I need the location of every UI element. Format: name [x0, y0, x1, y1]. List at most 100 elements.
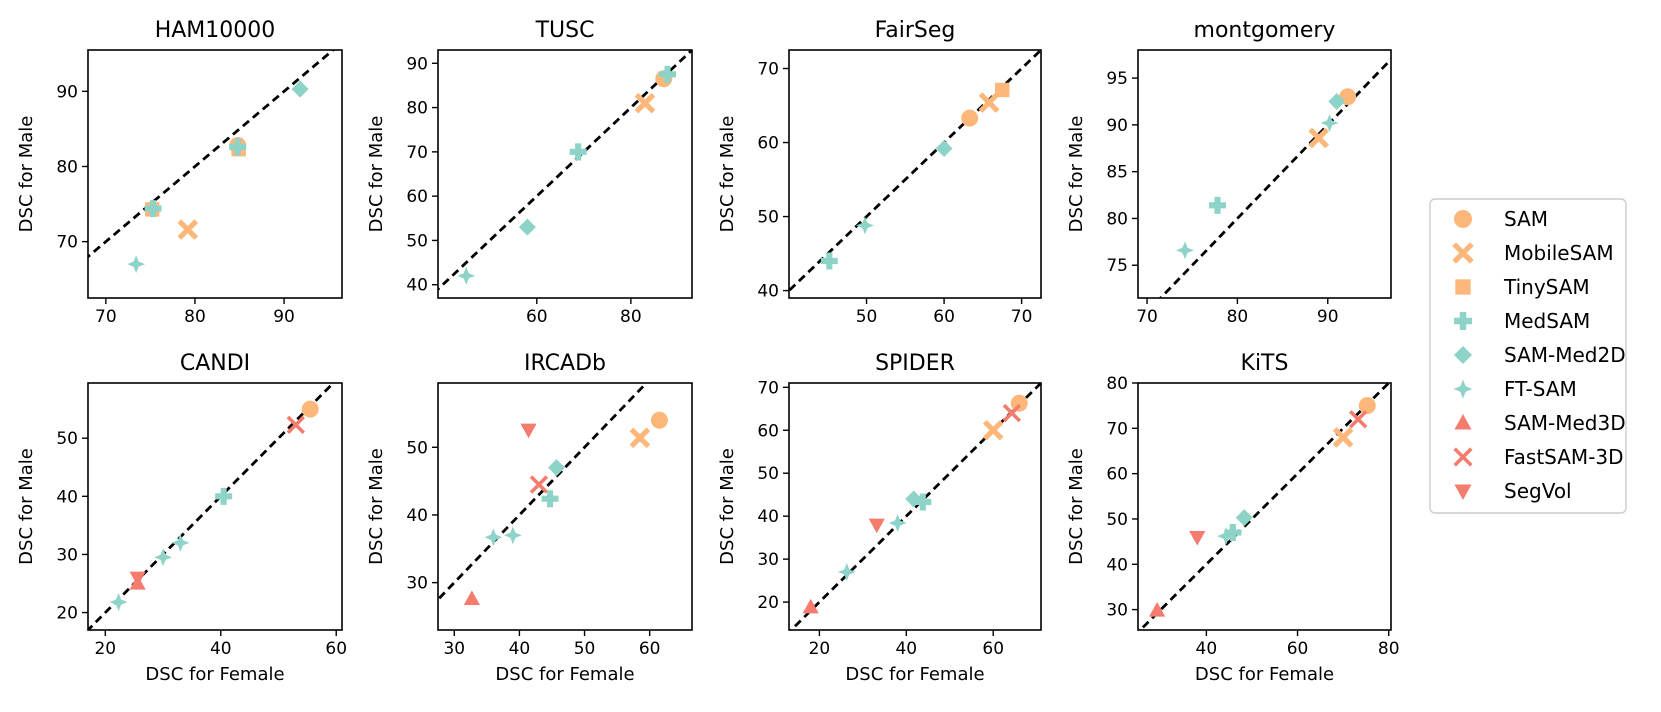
point-ham10000-ft-sam-5 [127, 255, 146, 274]
subplot-fairseg: 50 60 70 40 50 60 70 FairSeg DSC for Male [717, 18, 1042, 327]
x-tick-label-montgomery: 90 [1317, 307, 1339, 327]
axes-frame-candi [87, 382, 343, 631]
y-tick-label-tusc: 90 [406, 54, 428, 74]
y-axis-label-spider: DSC for Male [717, 448, 738, 565]
axes-frame-spider [788, 382, 1042, 631]
y-axis-label-candi: DSC for Male [16, 448, 37, 565]
y-tick-label-fairseg: 70 [757, 60, 779, 80]
point-ham10000-medsam-7 [144, 200, 162, 218]
point-kits-medsam-4 [1224, 524, 1242, 542]
axes-frame-fairseg [788, 49, 1042, 299]
y-tick-label-tusc: 50 [406, 231, 428, 251]
legend-box [1429, 198, 1627, 514]
subplot-title-spider: SPIDER [875, 351, 955, 376]
y-tick-label-spider: 60 [757, 421, 779, 441]
point-montgomery-mobilesam-3 [1308, 127, 1330, 149]
legend-label-mobilesam: MobileSAM [1504, 241, 1614, 265]
y-tick-label-montgomery: 85 [1106, 163, 1128, 183]
x-axis-label-spider: DSC for Female [845, 664, 984, 685]
y-tick-label-fairseg: 40 [757, 282, 779, 302]
y-tick-label-ircadb: 50 [406, 438, 428, 458]
point-candi-ft-sam-7 [109, 593, 128, 612]
y-axis-label-ham10000: DSC for Male [16, 116, 37, 233]
point-ircadb-sam-med3d-8 [463, 590, 480, 605]
point-kits-segvol-6 [1189, 530, 1206, 546]
y-axis-label-fairseg: DSC for Male [717, 116, 738, 233]
y-tick-label-ham10000: 70 [56, 233, 78, 253]
x-tick-label-candi: 20 [94, 639, 116, 659]
x-tick-label-candi: 40 [210, 639, 232, 659]
point-montgomery-ft-sam-2 [1320, 114, 1339, 132]
subplot-title-montgomery: montgomery [1194, 18, 1336, 43]
y-tick-label-spider: 70 [757, 378, 779, 398]
x-tick-label-fairseg: 70 [1011, 307, 1033, 327]
x-tick-label-ham10000: 80 [184, 307, 206, 327]
point-fairseg-tinysam-2 [995, 82, 1010, 98]
y-tick-label-kits: 70 [1106, 419, 1128, 439]
diagonal-line-kits [1138, 383, 1391, 630]
y-tick-label-montgomery: 75 [1106, 256, 1128, 276]
point-candi-ft-sam-4 [154, 548, 172, 567]
point-candi-ft-sam-3 [171, 533, 190, 552]
point-tusc-medsam-2 [659, 65, 677, 83]
x-tick-label-spider: 40 [895, 639, 917, 659]
subplot-ircadb: 30 40 50 60 30 40 50 IRCADb DSC for Male DSC for … [366, 351, 693, 685]
legend-marker-medsam [1454, 312, 1472, 330]
y-tick-label-ham10000: 90 [56, 82, 78, 102]
subplot-ham10000: 70 80 90 70 80 90 HAM10000 DSC for Male [16, 18, 343, 327]
x-tick-label-candi: 60 [325, 639, 347, 659]
point-ircadb-medsam-5 [541, 490, 559, 508]
subplot-title-fairseg: FairSeg [875, 18, 956, 43]
diagonal-line-ircadb [438, 383, 649, 602]
legend-marker-sam-med3d [1454, 414, 1472, 430]
y-tick-label-tusc: 70 [406, 143, 428, 163]
point-kits-sam-0 [1358, 397, 1376, 415]
subplot-title-candi: CANDI [180, 351, 250, 376]
y-tick-label-montgomery: 90 [1106, 116, 1128, 136]
x-tick-label-montgomery: 70 [1136, 307, 1158, 327]
y-tick-label-candi: 20 [56, 604, 78, 624]
point-montgomery-medsam-4 [1209, 196, 1227, 214]
axes-frame-ircadb [437, 382, 693, 631]
x-axis-label-ircadb: DSC for Female [495, 664, 634, 685]
x-tick-label-tusc: 60 [526, 307, 548, 327]
y-tick-label-spider: 30 [757, 550, 779, 570]
point-candi-sam-0 [301, 400, 319, 418]
point-fairseg-ft-sam-4 [856, 216, 874, 235]
y-tick-label-ircadb: 30 [406, 574, 428, 594]
axes-frame-kits [1137, 382, 1392, 631]
legend-label-sam: SAM [1504, 207, 1548, 231]
y-axis-label-montgomery: DSC for Male [1066, 116, 1087, 233]
y-tick-label-spider: 50 [757, 464, 779, 484]
point-kits-sam-med2d-3 [1235, 509, 1253, 527]
point-tusc-mobilesam-1 [634, 92, 656, 114]
point-ircadb-ft-sam-7 [503, 526, 522, 545]
point-kits-ft-sam-5 [1217, 527, 1235, 546]
subplot-title-tusc: TUSC [535, 18, 595, 43]
x-axis-label-candi: DSC for Female [145, 664, 284, 685]
legend-label-ft-sam: FT-SAM [1504, 377, 1577, 401]
legend-label-fastsam-3d: FastSAM-3D [1504, 445, 1624, 469]
point-ircadb-segvol-2 [520, 423, 537, 439]
axes-frame-montgomery [1137, 49, 1392, 299]
point-montgomery-sam-med2d-1 [1328, 92, 1346, 110]
diagonal-line-fairseg [789, 50, 1041, 293]
point-ircadb-mobilesam-1 [629, 427, 651, 449]
y-tick-label-fairseg: 50 [757, 208, 779, 228]
subplot-candi: 20 40 60 20 30 40 50 CANDI DSC for Male DSC for F… [16, 351, 347, 685]
legend-label-sam-med2d: SAM-Med2D [1504, 343, 1626, 367]
point-ircadb-ft-sam-6 [484, 528, 503, 547]
y-axis-label-kits: DSC for Male [1066, 448, 1087, 565]
point-ircadb-sam-med2d-3 [548, 459, 566, 477]
axes-frame-ham10000 [87, 49, 343, 299]
x-tick-label-montgomery: 80 [1227, 307, 1249, 327]
point-spider-mobilesam-2 [982, 419, 1004, 441]
diagonal-line-montgomery [1158, 57, 1391, 298]
y-tick-label-kits: 60 [1106, 465, 1128, 485]
point-kits-mobilesam-2 [1332, 427, 1354, 448]
legend-marker-sam-med2d [1454, 346, 1472, 364]
point-candi-fastsam-3d-1 [286, 415, 305, 435]
point-ham10000-sam-med2d-4 [291, 80, 309, 98]
x-tick-label-fairseg: 60 [933, 307, 955, 327]
